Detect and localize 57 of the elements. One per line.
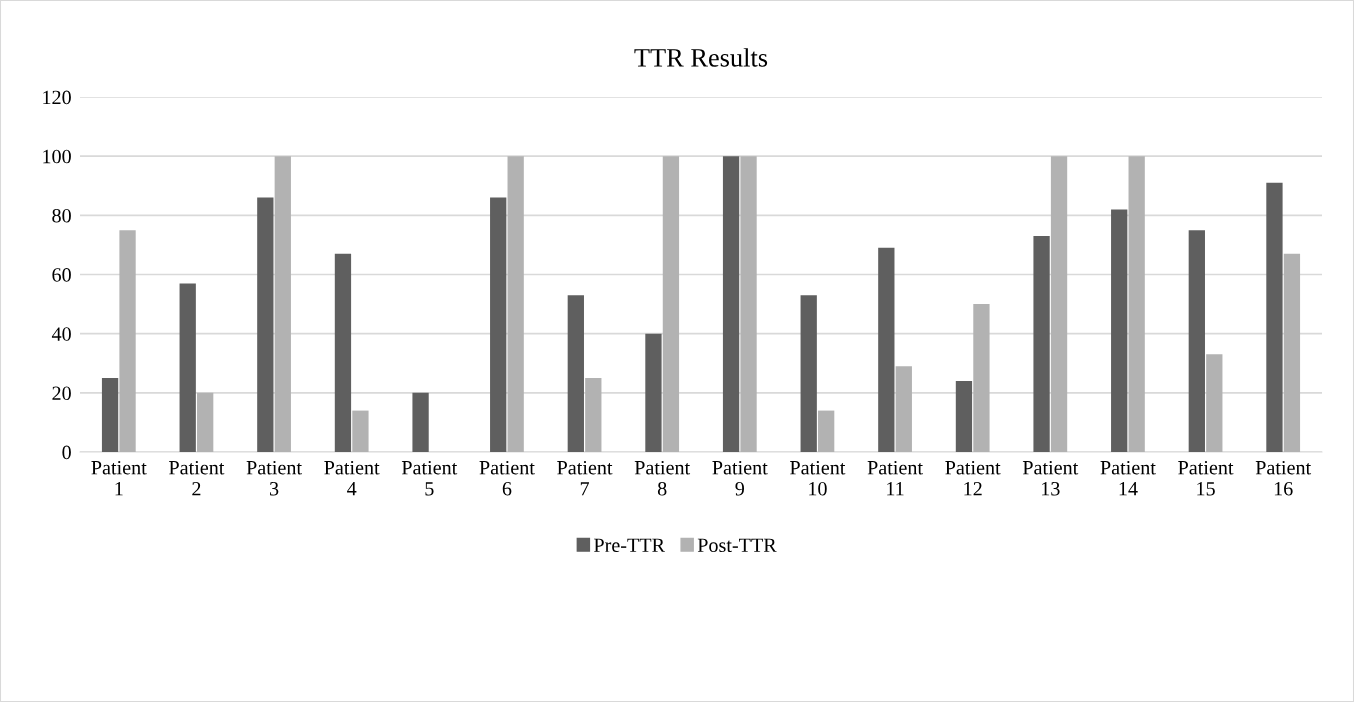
x-tick-label: Patient 10 [790,460,846,496]
bar [973,304,990,452]
bar [274,156,291,452]
bar [567,295,584,452]
y-tick-label: 20 [52,386,71,401]
bar [878,247,895,452]
x-tick-label: Patient 16 [1255,460,1312,496]
bar [740,156,757,452]
bar [800,295,817,452]
x-tick-label: Patient 1 [91,460,147,496]
x-tick-label: Patient 5 [401,460,458,496]
y-tick-label: 100 [43,149,71,164]
bar [1283,253,1301,452]
bar [585,378,602,452]
bar [955,381,973,452]
x-tick-label: Patient 3 [246,460,302,496]
x-tick-label: Patient 2 [169,460,225,496]
x-tick-label: Patient 9 [712,460,768,496]
bar [334,253,352,452]
bar [257,197,274,452]
bar [101,378,119,452]
bar [1033,236,1050,452]
x-tick-label: Patient 12 [945,460,1001,496]
bar [1050,156,1068,452]
y-tick-label: 40 [51,327,71,341]
bar [412,392,429,452]
y-tick-label: 60 [52,268,71,282]
bar [352,410,369,452]
bar [1188,230,1205,452]
bar [1111,209,1128,452]
bar [895,366,912,452]
bar [818,410,835,452]
x-tick-label: Patient 15 [1178,460,1234,496]
legend-label: Post-TTR [697,538,777,553]
legend-label: Pre-TTR [594,538,665,553]
bar [197,392,214,452]
x-tick-label: Patient 13 [1022,460,1079,496]
bar [179,283,196,452]
bar [722,156,740,452]
x-tick-label: Patient 11 [867,460,923,496]
bar [119,230,136,452]
bar [1206,354,1223,452]
bar [645,333,662,452]
bar [662,156,680,452]
x-tick-label: Patient 6 [479,460,535,496]
chart-title: TTR Results [634,48,768,67]
bar [507,156,524,452]
bar [1266,182,1283,452]
y-tick-label: 120 [43,90,71,105]
y-tick-label: 80 [52,208,71,223]
bar [490,197,507,452]
x-tick-label: Patient 14 [1100,460,1156,496]
y-tick-label: 0 [62,445,71,460]
x-tick-label: Patient 8 [634,460,691,496]
bar [1128,156,1145,452]
x-tick-label: Patient 7 [557,460,613,496]
x-tick-label: Patient 4 [324,460,380,496]
